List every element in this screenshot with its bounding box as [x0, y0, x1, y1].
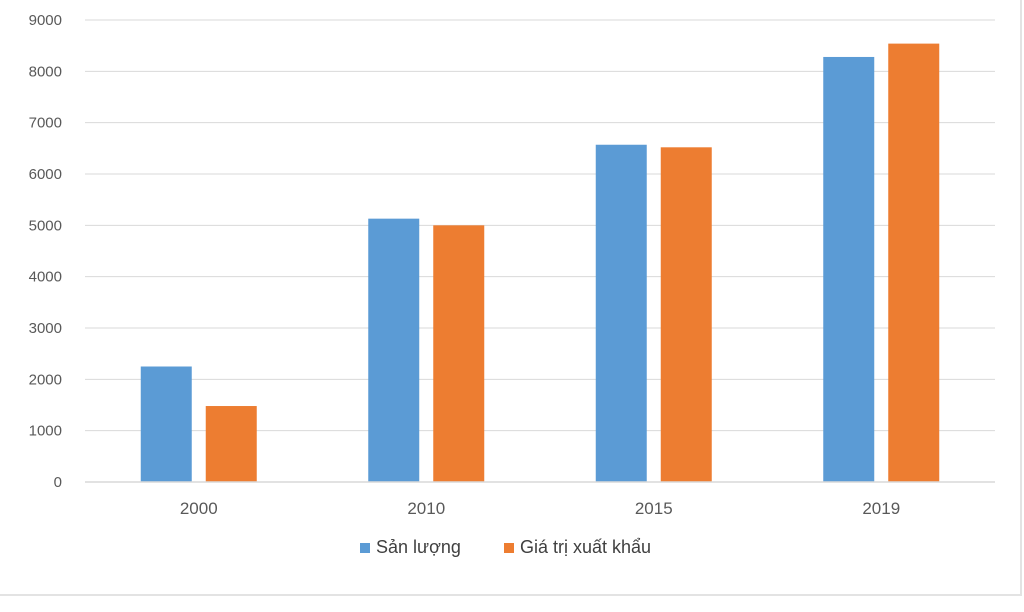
- bar-san-luong-2019: [823, 56, 875, 483]
- y-tick-label: 4000: [29, 269, 62, 286]
- x-tick-label: 2015: [635, 499, 673, 518]
- legend-label: Sản lượng: [376, 537, 461, 557]
- bar-gia-tri-xuat-khau-2000: [205, 406, 257, 482]
- y-tick-label: 8000: [29, 63, 62, 80]
- bars: [140, 43, 940, 483]
- bar-san-luong-2000: [140, 366, 192, 482]
- bar-san-luong-2010: [368, 218, 420, 482]
- bar-gia-tri-xuat-khau-2015: [660, 147, 712, 482]
- y-tick-label: 3000: [29, 320, 62, 337]
- x-tick-label: 2010: [407, 499, 445, 518]
- y-tick-label: 9000: [29, 12, 62, 29]
- y-tick-label: 7000: [29, 115, 62, 132]
- bar-gia-tri-xuat-khau-2010: [433, 225, 485, 483]
- gridlines: [85, 19, 995, 432]
- legend-swatch: [504, 543, 514, 553]
- y-tick-label: 0: [54, 474, 62, 491]
- legend-swatch: [360, 543, 370, 553]
- y-tick-label: 5000: [29, 217, 62, 234]
- legend: Sản lượng Giá trị xuất khẩu: [360, 537, 651, 557]
- y-tick-label: 6000: [29, 166, 62, 183]
- bar-chart: 0 1000 2000 3000 4000 5000 6000 7000 8000 9000 20…: [29, 12, 995, 557]
- x-tick-label: 2000: [180, 499, 218, 518]
- bar-gia-tri-xuat-khau-2019: [888, 43, 940, 482]
- x-axis-ticks: 2000 2010 2015 2019: [180, 499, 900, 518]
- y-axis-ticks: 0 1000 2000 3000 4000 5000 6000 7000 8000 9000: [29, 12, 62, 491]
- bar-san-luong-2015: [595, 144, 647, 483]
- chart-frame: 0 1000 2000 3000 4000 5000 6000 7000 8000 9000 20…: [0, 0, 1022, 596]
- y-tick-label: 1000: [29, 423, 62, 440]
- x-tick-label: 2019: [862, 499, 900, 518]
- legend-label: Giá trị xuất khẩu: [520, 537, 651, 557]
- y-tick-label: 2000: [29, 371, 62, 388]
